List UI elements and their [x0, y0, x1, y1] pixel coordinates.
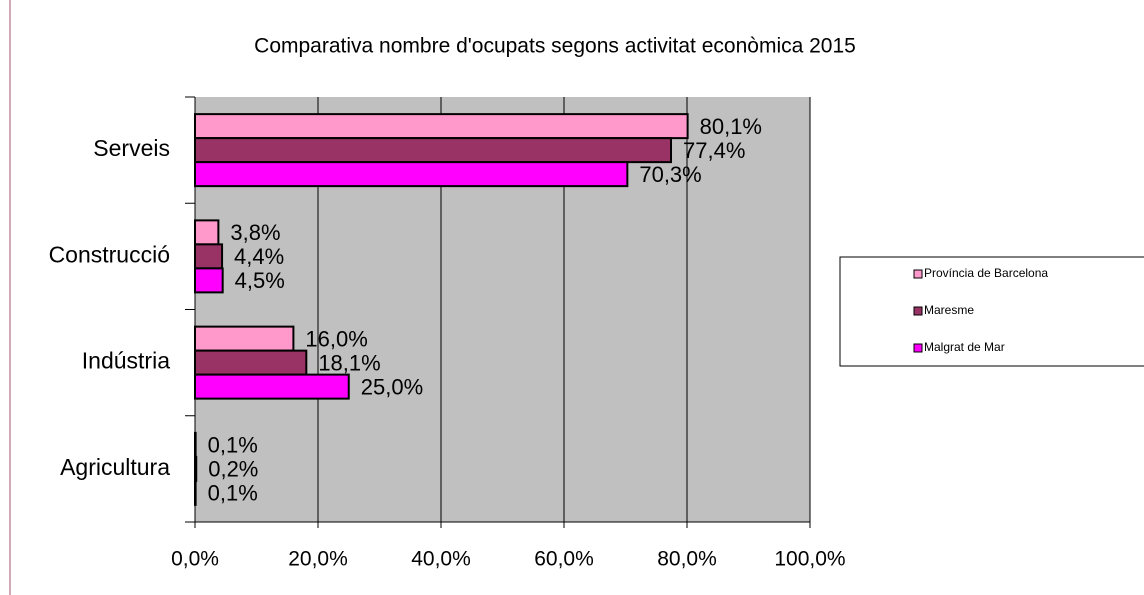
chart-title: Comparativa nombre d'ocupats segons acti… [254, 35, 856, 58]
value-label: 70,3% [639, 162, 701, 187]
value-label: 80,1% [700, 114, 762, 139]
bar [194, 431, 197, 458]
legend-label: Maresme [924, 303, 974, 317]
x-tick-label: 100,0% [774, 548, 845, 571]
value-label: 0,1% [208, 433, 258, 458]
value-label: 25,0% [361, 374, 423, 399]
value-label: 0,1% [208, 481, 258, 506]
legend [839, 256, 1144, 367]
value-label: 4,5% [235, 268, 285, 293]
value-label: 0,2% [208, 457, 258, 482]
bar [194, 243, 224, 270]
bar [194, 161, 629, 188]
bar [194, 455, 198, 482]
bar [194, 373, 350, 400]
legend-swatch [913, 343, 923, 353]
bar [194, 113, 689, 140]
bar [194, 219, 220, 246]
bar [194, 137, 673, 164]
legend-swatch [913, 269, 923, 279]
x-tick-label: 40,0% [411, 548, 471, 571]
bar [194, 325, 295, 352]
y-tick-label: Construcció [49, 241, 170, 267]
value-label: 18,1% [318, 350, 380, 375]
value-label: 77,4% [683, 138, 745, 163]
y-tick-label: Serveis [93, 135, 170, 161]
legend-label: Província de Barcelona [924, 266, 1048, 280]
legend-swatch [913, 306, 923, 316]
y-tick-label: Indústria [82, 348, 170, 374]
value-label: 16,0% [305, 326, 367, 351]
value-label: 4,4% [234, 244, 284, 269]
y-tick-label: Agricultura [60, 454, 170, 480]
legend-label: Malgrat de Mar [924, 340, 1005, 354]
x-tick-label: 80,0% [657, 548, 717, 571]
bar [194, 479, 197, 506]
bar [194, 349, 308, 376]
value-label: 3,8% [230, 220, 280, 245]
x-tick-label: 0,0% [171, 548, 219, 571]
x-tick-label: 20,0% [288, 548, 348, 571]
bar [194, 267, 224, 294]
x-tick-label: 60,0% [534, 548, 594, 571]
